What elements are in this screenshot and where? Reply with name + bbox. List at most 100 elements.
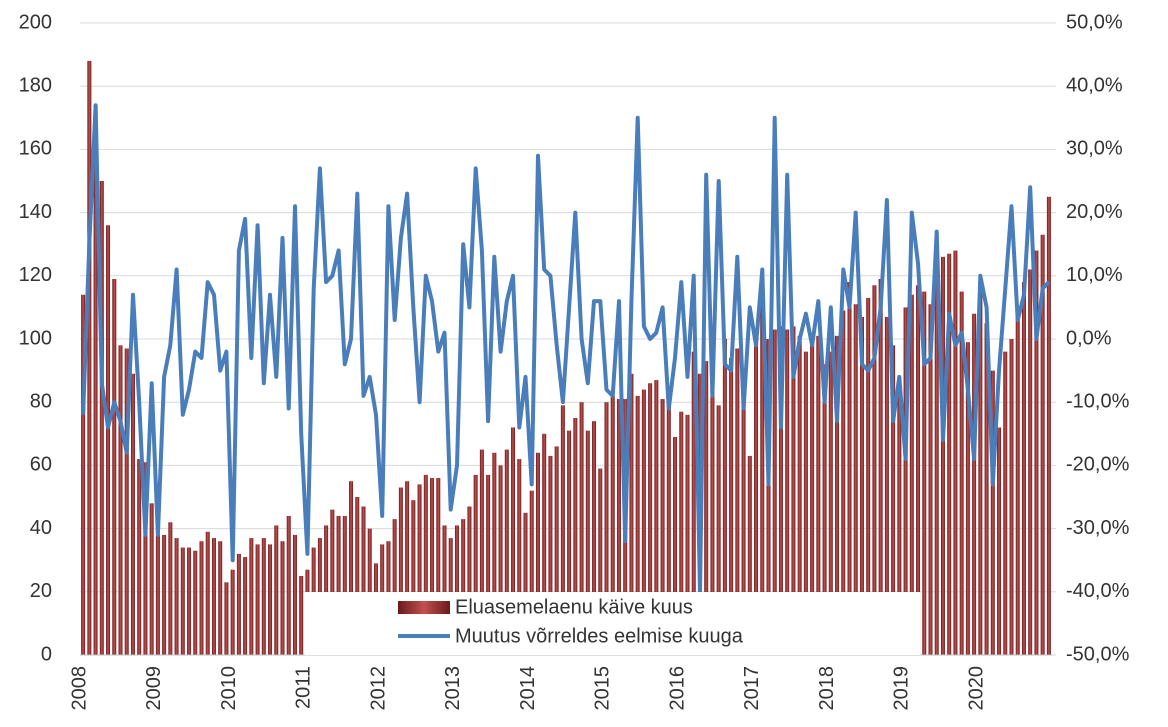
bar — [916, 285, 921, 655]
bar — [866, 297, 871, 655]
bar — [99, 181, 104, 655]
bar — [149, 503, 154, 655]
x-tick-label: 2017 — [741, 666, 763, 711]
y-tick-label: 200 — [19, 11, 52, 33]
bar — [411, 500, 416, 655]
bar — [909, 294, 914, 655]
x-tick-label: 2019 — [891, 666, 913, 711]
bar — [1015, 316, 1020, 655]
bar — [249, 538, 254, 655]
bar — [635, 395, 640, 655]
bar — [822, 364, 827, 655]
bar — [517, 459, 522, 655]
bar — [467, 506, 472, 655]
bar — [729, 357, 734, 655]
bar — [560, 405, 565, 655]
bar — [280, 541, 285, 655]
y-tick-label: 0 — [41, 643, 52, 665]
bar — [922, 291, 927, 655]
legend-swatch — [398, 601, 450, 614]
bar — [137, 459, 142, 655]
bar — [1040, 234, 1045, 655]
bar — [629, 373, 634, 655]
bar — [486, 474, 491, 655]
bar — [835, 335, 840, 655]
bar — [461, 519, 466, 655]
bar — [841, 310, 846, 655]
bar — [859, 316, 864, 655]
bar — [124, 348, 129, 655]
bar — [747, 455, 752, 655]
bar — [953, 250, 958, 655]
bar — [118, 345, 123, 655]
bar — [211, 538, 216, 655]
bar — [710, 386, 715, 655]
bar — [735, 348, 740, 655]
bar — [218, 541, 223, 655]
bar — [654, 380, 659, 655]
bar — [754, 332, 759, 655]
bar — [442, 525, 447, 655]
bar — [492, 452, 497, 655]
bar — [274, 525, 279, 655]
legend-label: Eluasemelaenu käive kuus — [455, 596, 693, 618]
bar — [766, 339, 771, 655]
bar — [336, 515, 341, 655]
bar — [1009, 339, 1014, 655]
bar — [810, 342, 815, 655]
bar — [286, 515, 291, 655]
bar — [884, 316, 889, 655]
bar — [641, 389, 646, 655]
line — [81, 103, 1051, 594]
x-tick-label: 2016 — [666, 666, 688, 711]
bar — [648, 383, 653, 655]
bar — [666, 386, 671, 655]
bar — [978, 288, 983, 655]
bar — [268, 544, 273, 655]
y-tick-label: 140 — [19, 201, 52, 223]
bar — [155, 534, 160, 655]
bar — [355, 497, 360, 655]
bar — [722, 339, 727, 655]
bar — [143, 462, 148, 655]
x-tick-label: 2011 — [293, 666, 315, 709]
bar — [299, 576, 304, 655]
bar — [959, 291, 964, 655]
bar — [236, 553, 241, 655]
bar — [903, 307, 908, 655]
y-tick-label: 80 — [30, 390, 52, 412]
bar — [791, 326, 796, 655]
y-tick-label: 120 — [19, 264, 52, 286]
x-tick-label: 2012 — [367, 666, 389, 711]
bar — [436, 478, 441, 655]
bar — [187, 547, 192, 655]
bar — [1021, 282, 1026, 655]
x-tick-label: 2008 — [68, 666, 90, 711]
bar — [180, 547, 185, 655]
bar — [816, 335, 821, 655]
bar — [616, 399, 621, 655]
x-tick-label: 2009 — [143, 666, 165, 711]
y2-tick-label: 50,0% — [1066, 11, 1123, 33]
x-tick-label: 2014 — [517, 666, 539, 711]
bar — [1028, 269, 1033, 655]
bar — [529, 490, 534, 655]
bar — [685, 414, 690, 655]
y-tick-label: 160 — [19, 138, 52, 160]
bar — [174, 538, 179, 655]
bar — [928, 304, 933, 655]
bar — [785, 329, 790, 655]
y-tick-label: 60 — [30, 454, 52, 476]
bar — [162, 534, 167, 655]
bar — [741, 395, 746, 655]
bar — [349, 481, 354, 655]
bar — [504, 449, 509, 655]
bar — [984, 323, 989, 655]
bar — [592, 421, 597, 655]
x-tick-label: 2010 — [218, 666, 240, 711]
bar — [872, 285, 877, 655]
bar — [511, 427, 516, 655]
bar — [498, 465, 503, 655]
y2-tick-label: 40,0% — [1066, 74, 1123, 96]
